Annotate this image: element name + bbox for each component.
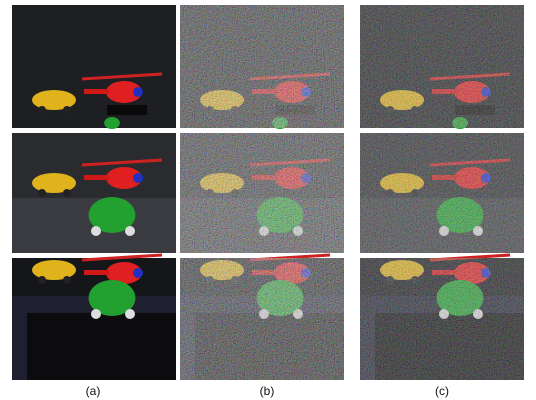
- image-panel: [360, 133, 524, 253]
- noise-overlay: [180, 5, 344, 128]
- noise-overlay: [180, 133, 344, 253]
- wheel: [38, 106, 46, 114]
- photo-background: [12, 5, 176, 128]
- wheel: [38, 276, 46, 284]
- image-panel: [180, 5, 344, 129]
- cockpit: [133, 173, 143, 183]
- image-panel: [12, 255, 176, 380]
- noise-overlay: [360, 258, 524, 380]
- noise-overlay: [360, 133, 524, 253]
- wheel: [91, 226, 101, 236]
- wheel: [125, 226, 135, 236]
- wheel: [63, 106, 71, 114]
- cockpit: [133, 87, 143, 97]
- noise-overlay: [360, 5, 524, 128]
- tail: [84, 89, 109, 94]
- wheel: [63, 276, 71, 284]
- cockpit: [133, 268, 143, 278]
- tail: [84, 270, 109, 275]
- wheel: [63, 189, 71, 197]
- caption: (b): [260, 384, 275, 398]
- stand: [107, 105, 147, 115]
- tail: [84, 175, 109, 180]
- image-panel: [180, 133, 344, 253]
- wheel: [125, 309, 135, 319]
- image-panel: [360, 255, 524, 380]
- dark-box: [27, 313, 176, 380]
- image-panel: [12, 5, 176, 129]
- caption: (a): [86, 384, 101, 398]
- figure: (a) (b) (c): [0, 0, 536, 400]
- image-panel: [360, 5, 524, 129]
- caption: (c): [435, 384, 449, 398]
- noise-overlay: [180, 258, 344, 380]
- green-car: [104, 117, 120, 129]
- image-panel: [12, 133, 176, 253]
- wheel: [91, 309, 101, 319]
- wheel: [38, 189, 46, 197]
- image-panel: [180, 255, 344, 380]
- image-grid: [12, 5, 524, 380]
